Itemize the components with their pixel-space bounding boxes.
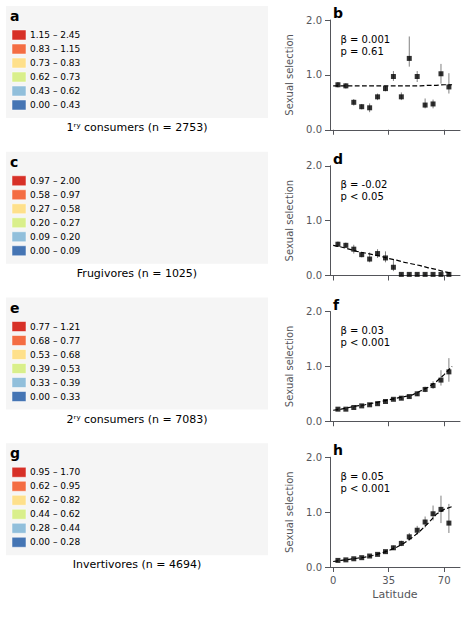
svg-text:1.0: 1.0: [306, 361, 322, 372]
svg-text:b: b: [333, 5, 343, 21]
svg-text:35: 35: [382, 575, 395, 586]
svg-text:β = 0.05: β = 0.05: [340, 471, 383, 482]
svg-text:0.62 – 0.95: 0.62 – 0.95: [30, 481, 80, 491]
svg-text:1ʳʸ consumers (n = 2753): 1ʳʸ consumers (n = 2753): [67, 121, 208, 134]
svg-text:p < 0.05: p < 0.05: [340, 191, 383, 202]
svg-text:β = 0.03: β = 0.03: [340, 325, 383, 336]
svg-text:Sexual selection: Sexual selection: [284, 34, 295, 116]
svg-text:Latitude: Latitude: [372, 588, 418, 601]
svg-text:0.58 – 0.97: 0.58 – 0.97: [30, 190, 80, 200]
svg-text:β = -0.02: β = -0.02: [340, 179, 387, 190]
svg-text:p < 0.001: p < 0.001: [340, 337, 390, 348]
svg-text:0.09 – 0.20: 0.09 – 0.20: [30, 232, 81, 242]
svg-text:0.0: 0.0: [306, 416, 322, 427]
svg-text:d: d: [333, 151, 343, 167]
svg-text:p = 0.61: p = 0.61: [340, 46, 383, 57]
svg-text:0.00 – 0.09: 0.00 – 0.09: [30, 246, 81, 256]
svg-text:2.0: 2.0: [306, 160, 322, 171]
svg-text:2ʳʸ consumers (n = 7083): 2ʳʸ consumers (n = 7083): [67, 413, 208, 426]
svg-text:70: 70: [438, 575, 451, 586]
svg-text:0.53 – 0.68: 0.53 – 0.68: [30, 350, 81, 360]
svg-text:Sexual selection: Sexual selection: [284, 471, 295, 553]
svg-text:g: g: [10, 445, 20, 461]
svg-text:2.0: 2.0: [306, 306, 322, 317]
svg-text:0.20 – 0.27: 0.20 – 0.27: [30, 218, 80, 228]
svg-text:0.00 – 0.33: 0.00 – 0.33: [30, 392, 80, 402]
svg-text:0.44 – 0.62: 0.44 – 0.62: [30, 509, 80, 519]
svg-text:0.27 – 0.58: 0.27 – 0.58: [30, 204, 81, 214]
svg-text:1.0: 1.0: [306, 507, 322, 518]
svg-text:a: a: [10, 8, 19, 24]
svg-text:0: 0: [330, 575, 336, 586]
svg-text:β = 0.001: β = 0.001: [340, 34, 390, 45]
svg-text:p < 0.001: p < 0.001: [340, 483, 390, 494]
svg-text:Frugivores (n = 1025): Frugivores (n = 1025): [77, 267, 197, 280]
svg-text:0.28 – 0.44: 0.28 – 0.44: [30, 523, 81, 533]
svg-text:0.0: 0.0: [306, 124, 322, 135]
svg-text:Sexual selection: Sexual selection: [284, 180, 295, 262]
svg-text:0.95 – 1.70: 0.95 – 1.70: [30, 467, 81, 477]
svg-text:Sexual selection: Sexual selection: [284, 326, 295, 408]
svg-text:1.0: 1.0: [306, 215, 322, 226]
svg-text:1.0: 1.0: [306, 69, 322, 80]
svg-text:f: f: [333, 297, 340, 313]
svg-text:h: h: [333, 442, 343, 458]
svg-text:2.0: 2.0: [306, 452, 322, 463]
svg-text:2.0: 2.0: [306, 15, 322, 26]
svg-text:0.62 – 0.73: 0.62 – 0.73: [30, 72, 80, 82]
svg-text:0.43 – 0.62: 0.43 – 0.62: [30, 86, 80, 96]
svg-text:0.97 – 2.00: 0.97 – 2.00: [30, 176, 81, 186]
svg-text:0.62 – 0.82: 0.62 – 0.82: [30, 495, 80, 505]
svg-text:0.0: 0.0: [306, 562, 322, 573]
svg-text:0.0: 0.0: [306, 270, 322, 281]
svg-text:0.83 – 1.15: 0.83 – 1.15: [30, 44, 80, 54]
svg-text:0.73 – 0.83: 0.73 – 0.83: [30, 58, 80, 68]
svg-text:0.33 – 0.39: 0.33 – 0.39: [30, 378, 81, 388]
svg-text:0.77 – 1.21: 0.77 – 1.21: [30, 322, 80, 332]
svg-text:0.68 – 0.77: 0.68 – 0.77: [30, 336, 80, 346]
svg-text:Invertivores (n = 4694): Invertivores (n = 4694): [73, 558, 202, 571]
svg-text:0.00 – 0.43: 0.00 – 0.43: [30, 100, 80, 110]
svg-text:0.39 – 0.53: 0.39 – 0.53: [30, 364, 80, 374]
svg-text:0.00 – 0.28: 0.00 – 0.28: [30, 537, 81, 547]
svg-text:c: c: [10, 154, 18, 170]
svg-text:e: e: [10, 300, 20, 316]
svg-text:1.15 – 2.45: 1.15 – 2.45: [30, 30, 80, 40]
